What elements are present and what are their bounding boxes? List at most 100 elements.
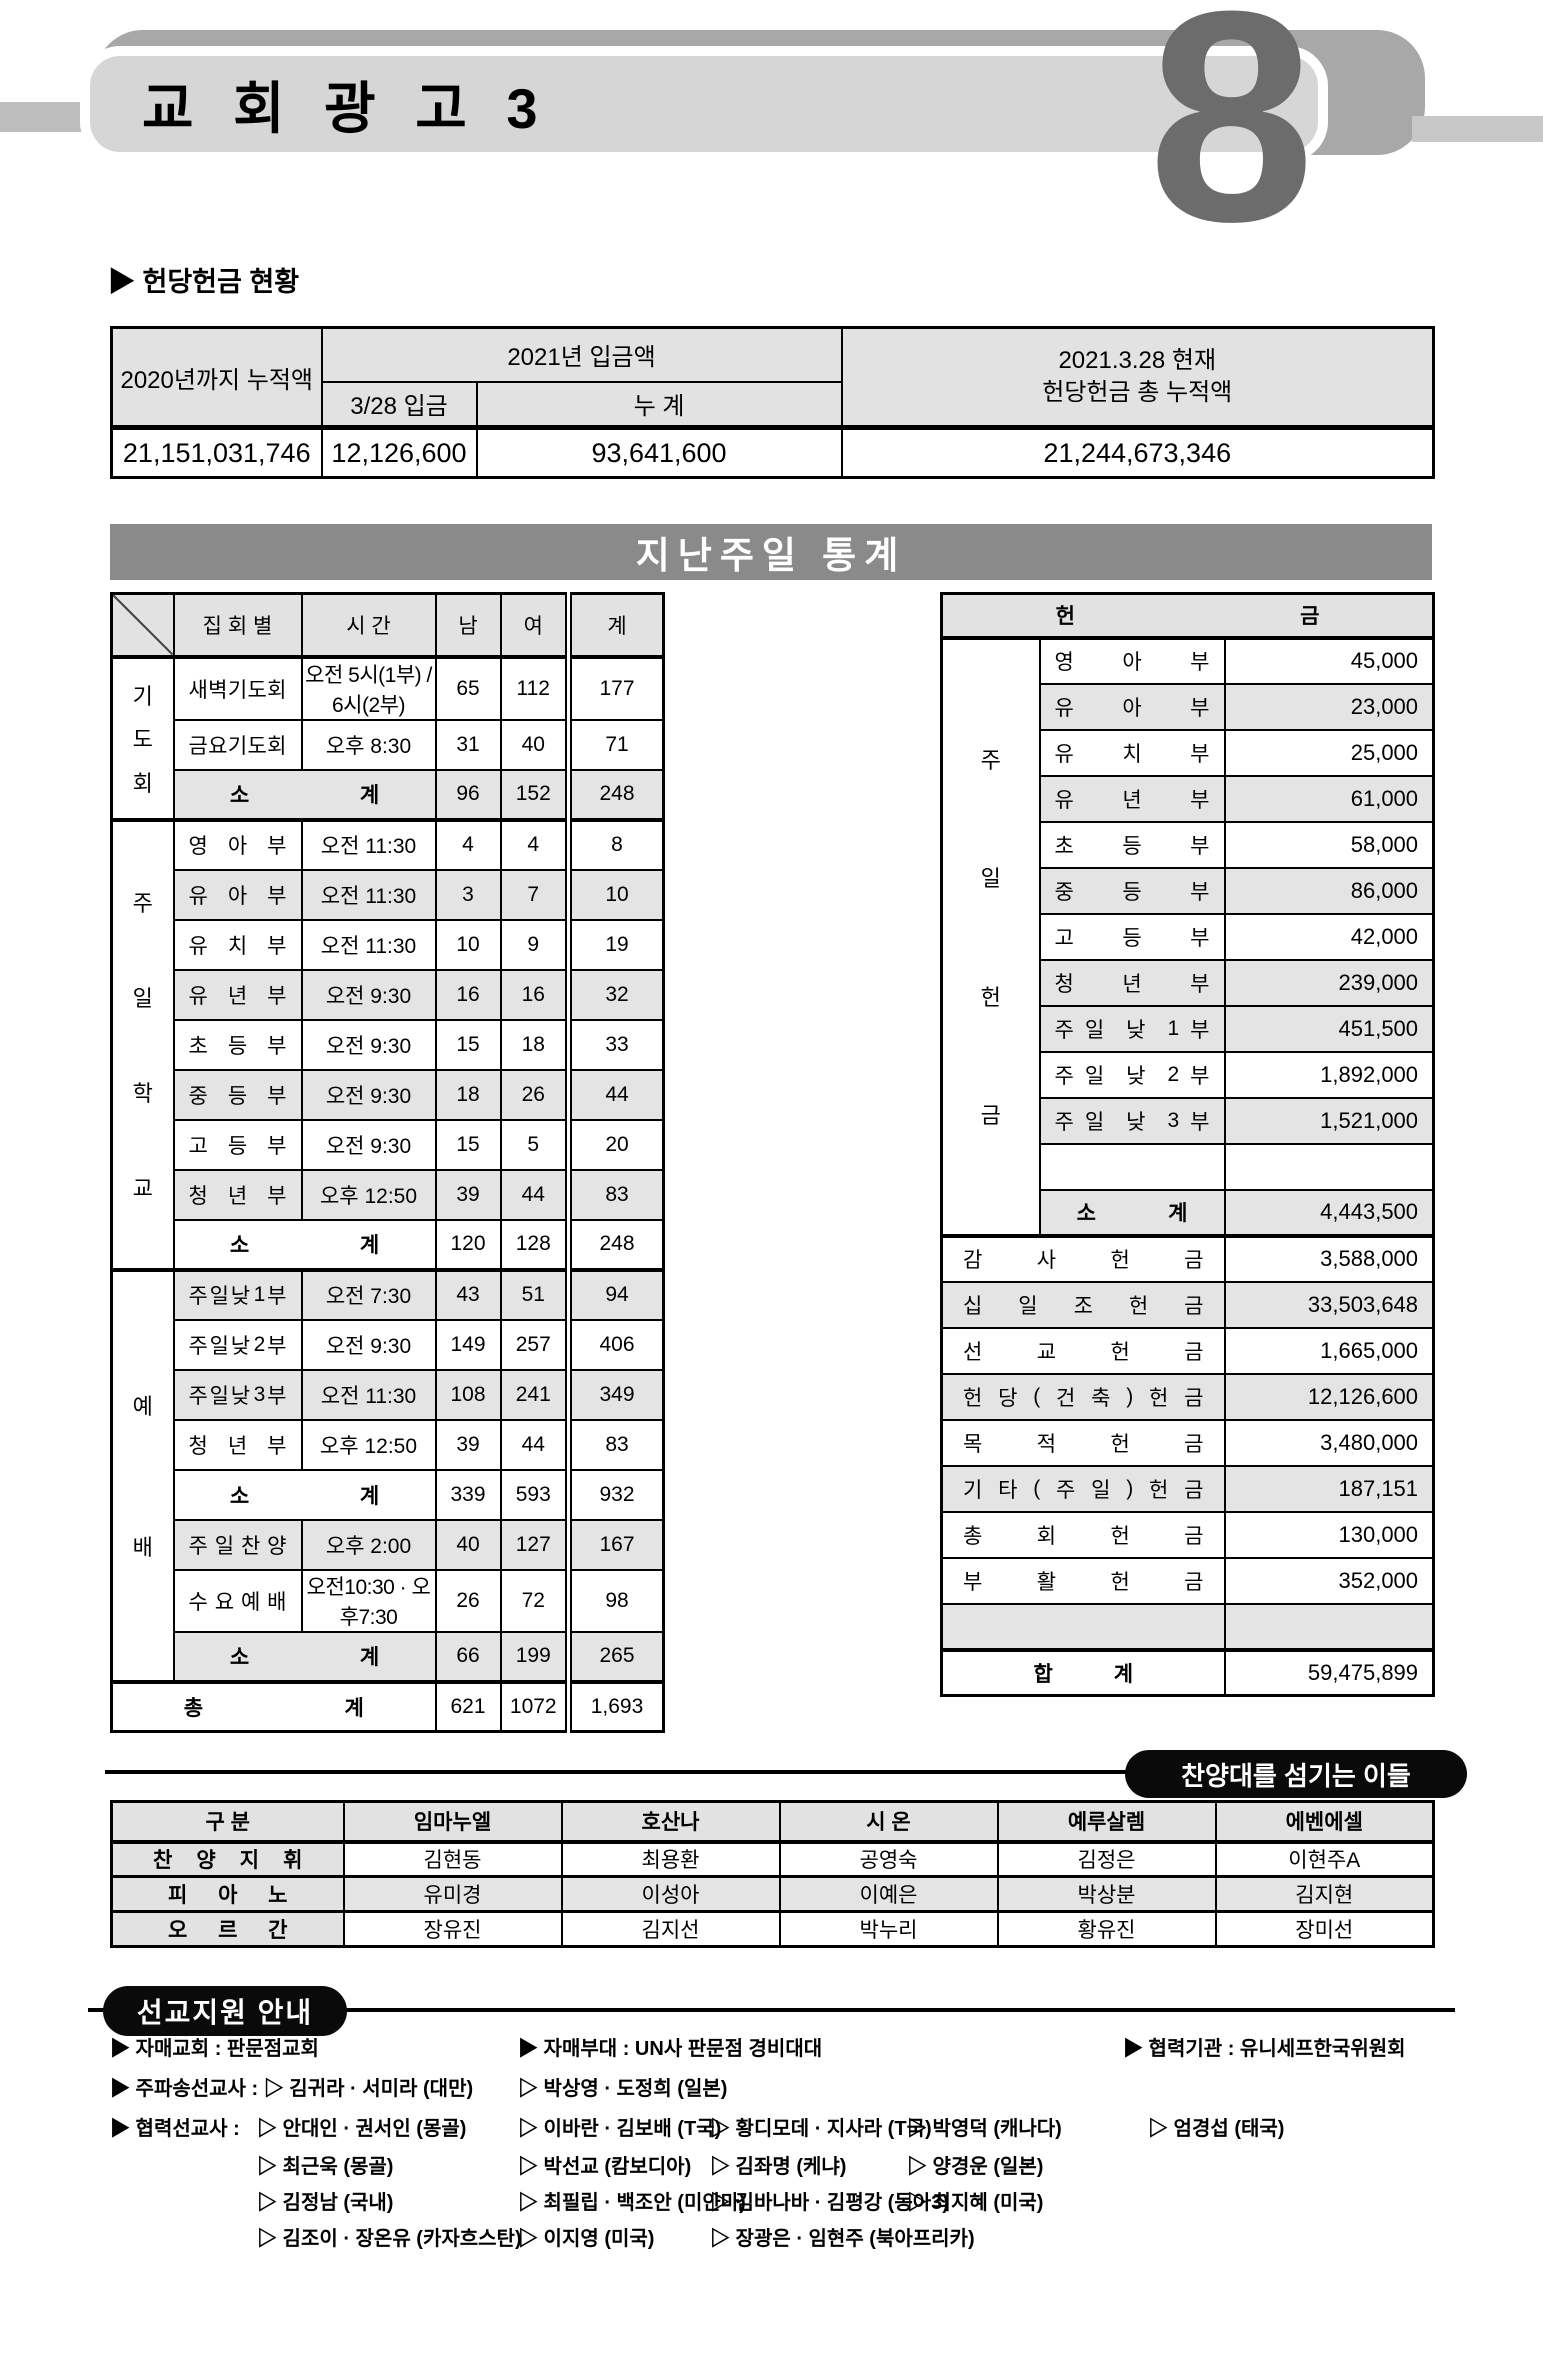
mission-missionary: ▷ 최근욱 (몽골): [257, 2156, 394, 2178]
mission-missionary: ▷ 장광은 · 임현주 (북아프리카): [710, 2228, 975, 2250]
choir-badge-label: 찬양대를 섬기는 이들: [1181, 1760, 1411, 1791]
male-count: 39: [434, 1168, 502, 1221]
choir-member: 박누리: [778, 1910, 999, 1948]
offering-amount: 23,000: [1223, 682, 1435, 731]
mission-missionary: ▷ 김좌명 (케냐): [710, 2156, 847, 2178]
grand-total-header-line2: 헌당헌금 총 누적액: [1042, 379, 1233, 406]
total-count: 94: [565, 1267, 665, 1321]
female-count: 4: [499, 817, 570, 871]
male-count: 40: [434, 1518, 502, 1571]
male-count: 149: [434, 1318, 502, 1371]
mission-missionary: ▷ 김바나바 · 김평강 (동아3): [710, 2192, 949, 2214]
male-count: 43: [434, 1267, 502, 1321]
male-count: 66: [434, 1630, 502, 1683]
female-count: 593: [499, 1468, 570, 1521]
male-count: 31: [434, 718, 502, 771]
offering-amount: 187,151: [1223, 1464, 1435, 1513]
total-count: 248: [565, 1218, 665, 1271]
offering-name: 헌 당(건 축) 헌 금: [940, 1372, 1226, 1421]
total-count: 177: [565, 654, 665, 721]
total-count: 98: [565, 1568, 665, 1633]
total-count: 32: [565, 968, 665, 1021]
male-count: 3: [434, 868, 502, 921]
offering-name: 기 타(주 일) 헌 금: [940, 1464, 1226, 1513]
header-meeting: 집 회 별: [172, 592, 303, 659]
offering-amount: 239,000: [1223, 958, 1435, 1007]
grand-total-header-line1: 2021.3.28 현재: [1058, 346, 1217, 374]
total-count: 71: [565, 718, 665, 771]
mission-missionary: ▷ 박선교 (캄보디아): [518, 2156, 692, 2178]
table-row: 기 타(주 일) 헌 금 187,151: [940, 1464, 1435, 1513]
male-count: 18: [434, 1068, 502, 1121]
female-count: 257: [499, 1318, 570, 1371]
offering-amount: 45,000: [1223, 636, 1435, 685]
choir-member: 박상분: [996, 1875, 1217, 1913]
female-count: 128: [499, 1218, 570, 1271]
offering-amount: 3,588,000: [1223, 1233, 1435, 1283]
mission-badge: 선교지원 안내: [103, 1986, 347, 2036]
female-count: 127: [499, 1518, 570, 1571]
meeting-time: 오전 9:30: [300, 1118, 437, 1171]
empty-cell: [940, 1602, 1226, 1651]
meeting-time: 오전 9:30: [300, 1318, 437, 1371]
page-title: 교 회 광 고 3: [142, 76, 550, 140]
value-until-2020: 21,151,031,746: [110, 425, 323, 479]
stats-title-bar: 지난주일 통계: [110, 524, 1432, 580]
male-count: 65: [434, 654, 502, 721]
diagonal-corner-cell: [110, 592, 175, 659]
header-title-box: 교 회 광 고 3: [80, 46, 1328, 162]
offering-amount: 12,126,600: [1223, 1372, 1435, 1421]
mission-missionary: ▷ 박상영 · 도정희 (일본): [518, 2078, 728, 2100]
header-male: 남: [434, 592, 502, 659]
female-count: 16: [499, 968, 570, 1021]
choir-member: 이현주A: [1214, 1840, 1435, 1878]
offering-amount: 1,892,000: [1223, 1050, 1435, 1099]
choir-member: 이성아: [560, 1875, 781, 1913]
meeting-time: 오전 9:30: [300, 968, 437, 1021]
choir-member: 김현동: [342, 1840, 563, 1878]
meeting-time: 오전10:30 · 오후7:30: [300, 1568, 437, 1633]
male-count: 26: [434, 1568, 502, 1633]
choir-member: 장미선: [1214, 1910, 1435, 1948]
offering-amount: 3,480,000: [1223, 1418, 1435, 1467]
page-number: 8: [1148, 0, 1315, 284]
choir-header-category: 구 분: [110, 1800, 345, 1844]
male-count: 4: [434, 817, 502, 871]
total-count: 83: [565, 1418, 665, 1471]
offering-amount: 4,443,500: [1223, 1188, 1435, 1237]
mission-missionary: ▷ 김정남 (국내): [257, 2192, 394, 2214]
offering-amount: 1,665,000: [1223, 1326, 1435, 1375]
